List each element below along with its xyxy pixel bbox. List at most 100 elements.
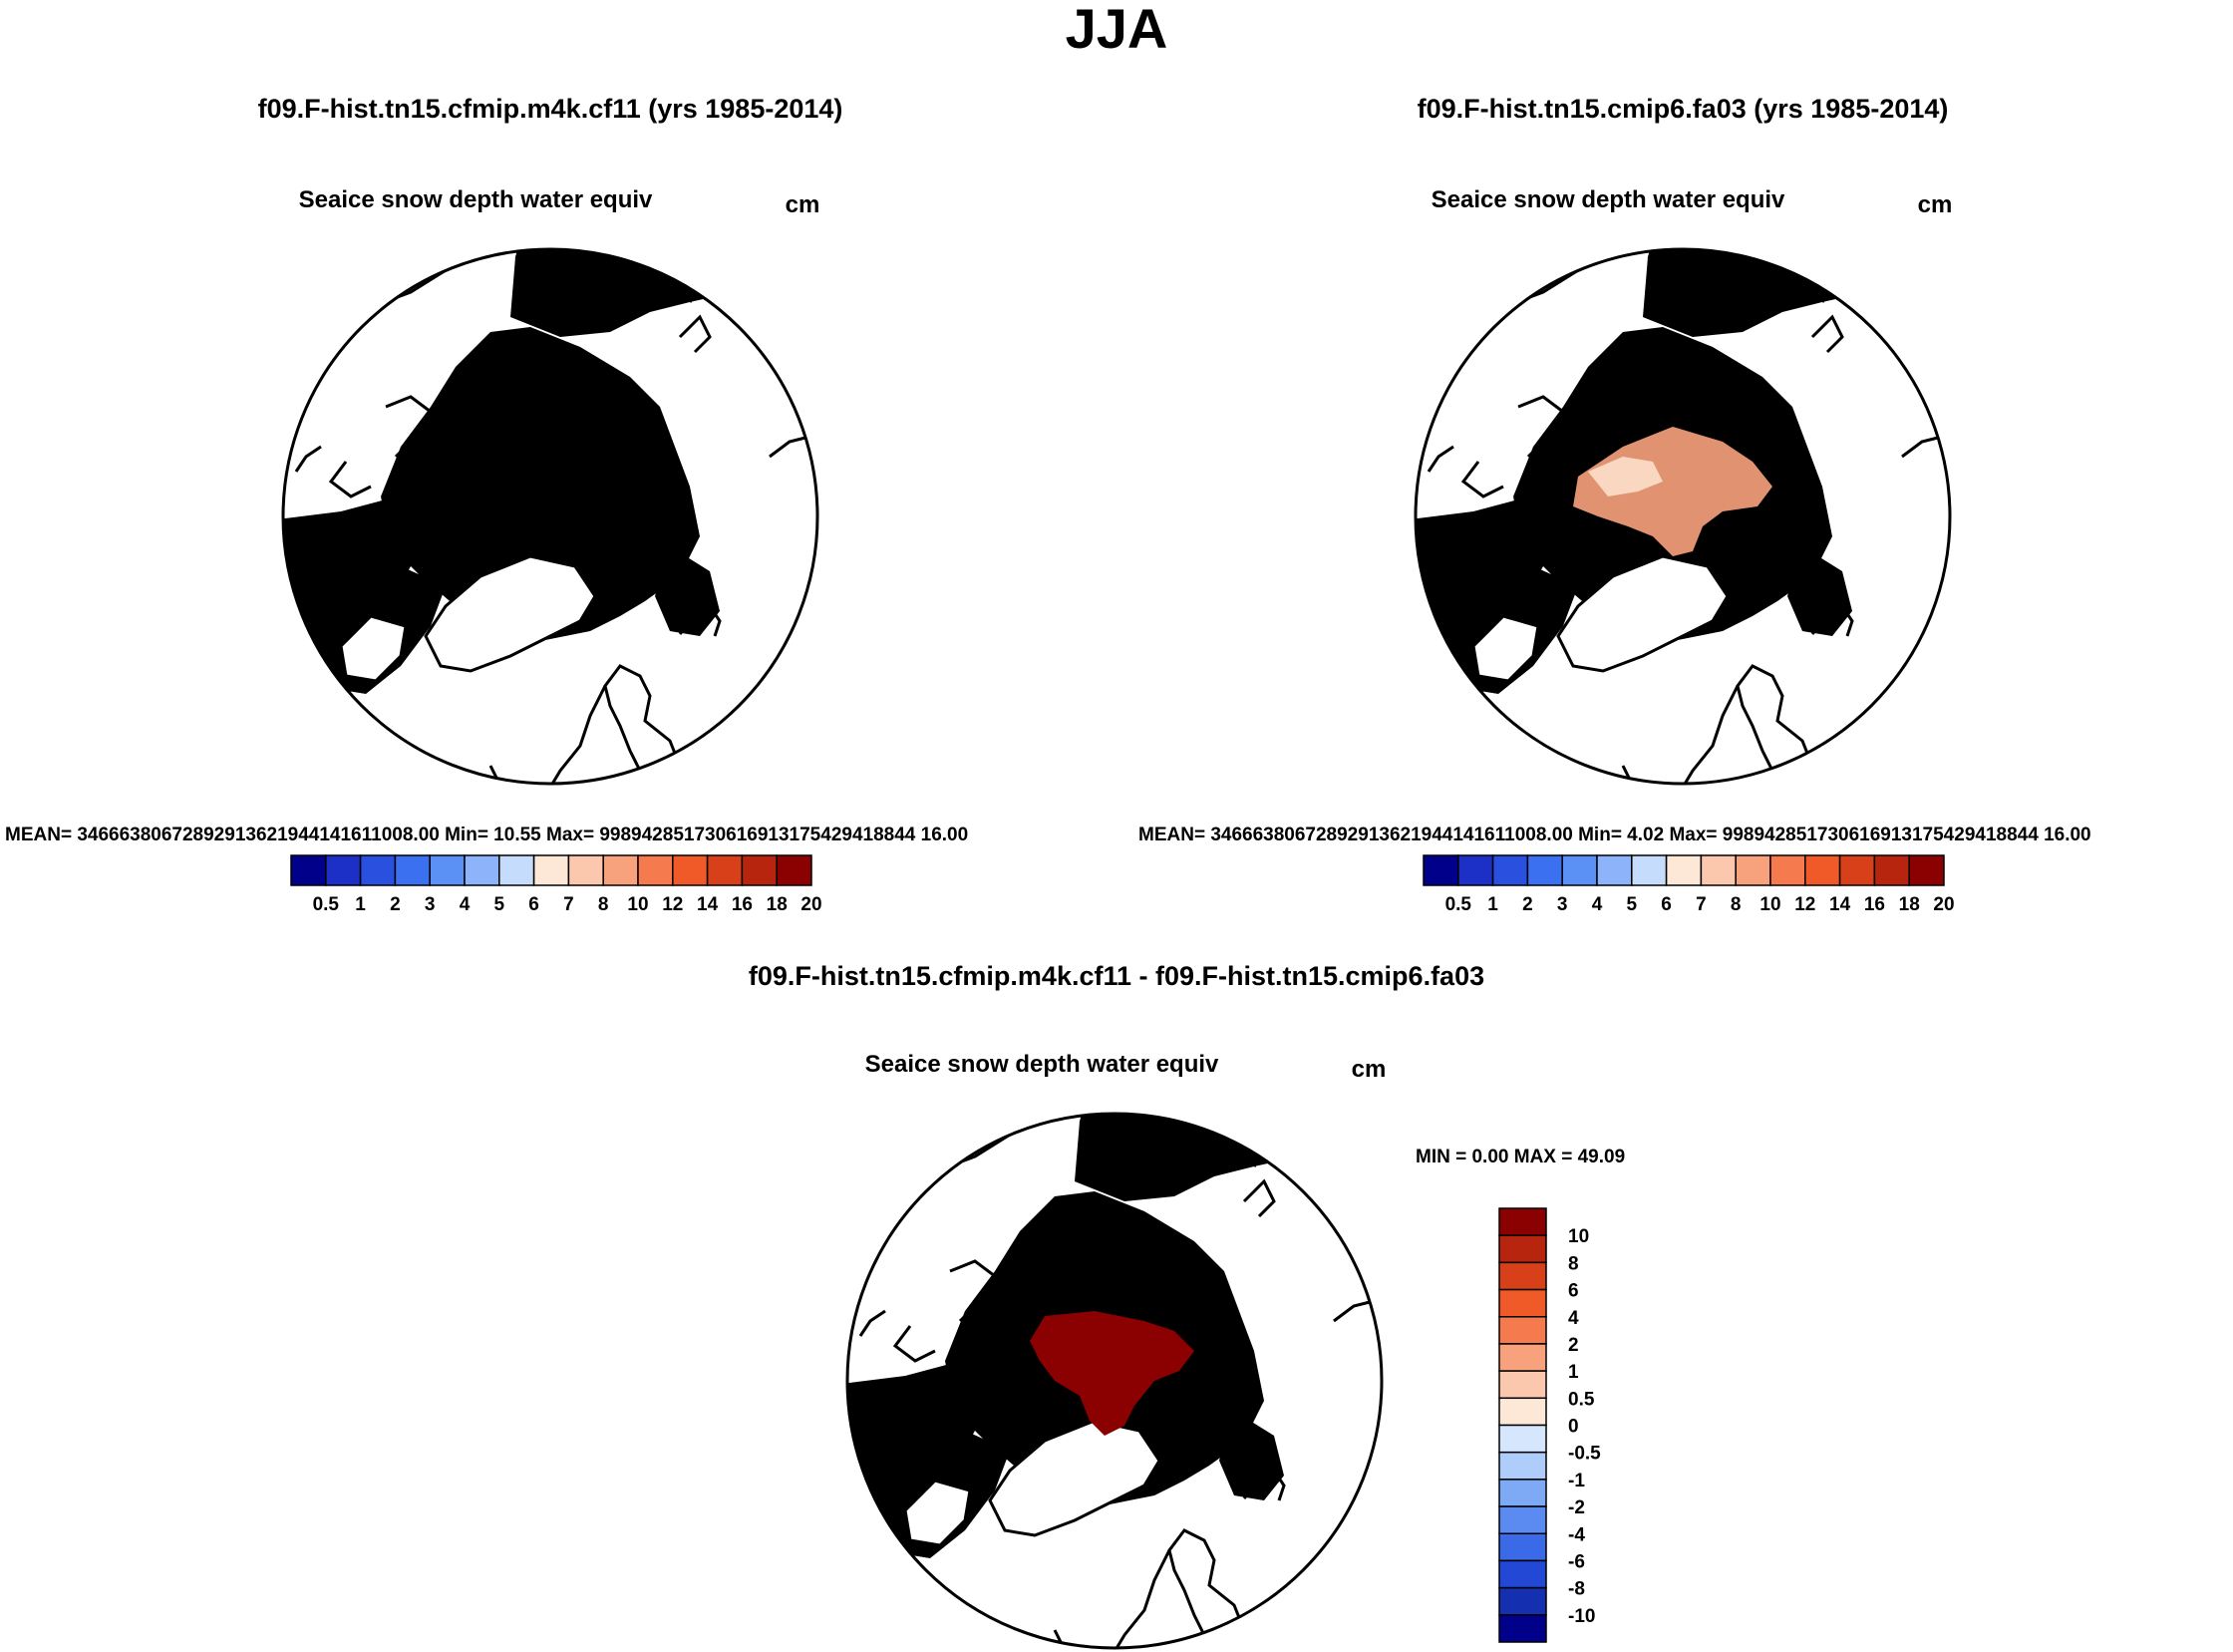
panel-1-colorbar-tick-label: 12 bbox=[662, 894, 683, 915]
diff-colorbar-swatch bbox=[1498, 1343, 1547, 1372]
diff-colorbar-tick-label: 10 bbox=[1568, 1226, 1589, 1247]
panel-2-colorbar-tick-label: 8 bbox=[1731, 894, 1742, 915]
panel-2-colorbar-swatch bbox=[1526, 854, 1563, 886]
panel-1-colorbar-swatch bbox=[637, 854, 674, 886]
panel-2-colorbar-tick-label: 7 bbox=[1696, 894, 1707, 915]
panel-1-colorbar-tick-label: 7 bbox=[563, 894, 574, 915]
panel-1-variable-label: Seaice snow depth water equiv bbox=[299, 186, 653, 213]
panel-1-colorbar-tick-label: 16 bbox=[732, 894, 753, 915]
diff-colorbar-swatch bbox=[1498, 1288, 1547, 1318]
diff-colorbar-swatch bbox=[1498, 1559, 1547, 1589]
panel-1-colorbar-tick-label: 1 bbox=[355, 894, 366, 915]
panel-2-colorbar-tick-label: 6 bbox=[1661, 894, 1672, 915]
panel-2-colorbar-swatch bbox=[1631, 854, 1668, 886]
diff-colorbar-tick-label: 8 bbox=[1568, 1253, 1579, 1274]
diff-colorbar-swatch bbox=[1498, 1586, 1547, 1616]
season-title: JJA bbox=[1066, 0, 1168, 60]
panel-2-colorbar-swatch bbox=[1735, 854, 1771, 886]
diff-polar-map bbox=[847, 1114, 1382, 1648]
panel-2-colorbar-swatch bbox=[1491, 854, 1529, 886]
diff-variable-label: Seaice snow depth water equiv bbox=[865, 1051, 1219, 1078]
panel-1-colorbar-tick-label: 18 bbox=[767, 894, 788, 915]
diff-colorbar-tick-label: 4 bbox=[1568, 1308, 1579, 1329]
panel-1-colorbar-tick-label: 5 bbox=[494, 894, 505, 915]
panel-1-colorbar-tick-label: 6 bbox=[528, 894, 539, 915]
diff-colorbar-swatch bbox=[1498, 1451, 1547, 1481]
panel-1-colorbar: 0.5 1 2 3 4 5 6 7 8 10 12 14 16 18 20 bbox=[290, 854, 822, 915]
diff-colorbar-tick-label: -4 bbox=[1568, 1524, 1585, 1545]
panel-1-colorbar-swatch bbox=[359, 854, 397, 886]
diff-colorbar-swatch bbox=[1498, 1532, 1547, 1562]
diff-colorbar-tick-label: -0.5 bbox=[1568, 1444, 1601, 1465]
panel-1-colorbar-swatch bbox=[706, 854, 744, 886]
diff-colorbar-swatch bbox=[1498, 1234, 1547, 1264]
diff-colorbar-swatch bbox=[1498, 1316, 1547, 1345]
panel-1-colorbar-tick-label: 14 bbox=[697, 894, 719, 915]
diff-colorbar-tick-label: 1 bbox=[1568, 1362, 1579, 1383]
panel-1-colorbar-tick-label: 3 bbox=[425, 894, 436, 915]
diff-colorbar-tick-label: -8 bbox=[1568, 1579, 1585, 1600]
panel-2-colorbar-tick-label: 14 bbox=[1829, 894, 1851, 915]
panel-2-map-border bbox=[1414, 247, 1952, 786]
diff-colorbar-tick-label: -6 bbox=[1568, 1551, 1585, 1572]
panel-1-colorbar-swatch bbox=[567, 854, 604, 886]
diff-colorbar-tick-label: 2 bbox=[1568, 1335, 1579, 1356]
panel-1-colorbar-swatch bbox=[325, 854, 362, 886]
diff-units-label: cm bbox=[1352, 1056, 1387, 1083]
panel-2-colorbar-swatch bbox=[1769, 854, 1806, 886]
panel-2-colorbar-swatch bbox=[1423, 854, 1459, 886]
diff-colorbar-swatch bbox=[1498, 1261, 1547, 1291]
panel-2-colorbar-swatch bbox=[1908, 854, 1945, 886]
panel-2-polar-map bbox=[1416, 249, 1950, 784]
panel-2-colorbar: 0.5 1 2 3 4 5 6 7 8 10 12 14 16 18 20 bbox=[1423, 854, 1955, 915]
panel-1-colorbar-tick-label: 8 bbox=[598, 894, 609, 915]
diff-colorbar-tick-label: -10 bbox=[1568, 1606, 1595, 1627]
difference-panel: f09.F-hist.tn15.cfmip.m4k.cf11 - f09.F-h… bbox=[749, 961, 1625, 1650]
panel-2-colorbar-tick-label: 4 bbox=[1592, 894, 1603, 915]
diff-colorbar-tick-label: 0 bbox=[1568, 1417, 1579, 1438]
panel-2-colorbar-swatch bbox=[1804, 854, 1841, 886]
panel-1-colorbar-swatch bbox=[290, 854, 327, 886]
panel-1-polar-map bbox=[283, 249, 817, 784]
diff-field bbox=[847, 1114, 1376, 1648]
diff-colorbar-tick-label: -2 bbox=[1568, 1497, 1585, 1518]
panel-1-colorbar-tick-label: 2 bbox=[390, 894, 401, 915]
panel-1-colorbar-tick-label: 20 bbox=[800, 894, 821, 915]
panel-2: f09.F-hist.tn15.cmip6.fa03 (yrs 1985-201… bbox=[1138, 94, 2091, 915]
diff-colorbar-swatch bbox=[1498, 1614, 1547, 1643]
panel-2-colorbar-tick-label: 2 bbox=[1522, 894, 1533, 915]
panel-2-colorbar-tick-label: 10 bbox=[1759, 894, 1780, 915]
panel-1-colorbar-swatch bbox=[429, 854, 466, 886]
panel-1-colorbar-swatch bbox=[776, 854, 812, 886]
panel-2-colorbar-swatch bbox=[1700, 854, 1737, 886]
panel-2-units-label: cm bbox=[1918, 191, 1953, 218]
panel-2-variable-label: Seaice snow depth water equiv bbox=[1432, 186, 1785, 213]
diff-colorbar-swatch bbox=[1498, 1370, 1547, 1400]
diff-colorbar-tick-label: 0.5 bbox=[1568, 1389, 1595, 1410]
panel-2-colorbar-swatch bbox=[1561, 854, 1598, 886]
panel-1-colorbar-swatch bbox=[672, 854, 709, 886]
panel-2-colorbar-tick-label: 5 bbox=[1627, 894, 1638, 915]
panel-1-colorbar-tick-label: 4 bbox=[460, 894, 471, 915]
panel-1-colorbar-swatch bbox=[532, 854, 570, 886]
panel-2-colorbar-tick-label: 18 bbox=[1899, 894, 1920, 915]
diff-colorbar-swatch bbox=[1498, 1479, 1547, 1507]
panel-2-stats: MEAN= 34666380672892913621944141611008.0… bbox=[1138, 825, 2091, 845]
panel-1-stats: MEAN= 34666380672892913621944141611008.0… bbox=[5, 825, 968, 845]
panel-1-units-label: cm bbox=[786, 191, 820, 218]
panel-1-map-border bbox=[281, 247, 819, 786]
diff-run-title: f09.F-hist.tn15.cfmip.m4k.cf11 - f09.F-h… bbox=[749, 961, 1484, 991]
diff-map-border bbox=[845, 1112, 1384, 1650]
diff-minmax: MIN = 0.00 MAX = 49.09 bbox=[1416, 1147, 1625, 1167]
panel-1-colorbar-swatch bbox=[498, 854, 535, 886]
panel-2-colorbar-tick-label: 12 bbox=[1794, 894, 1815, 915]
diff-colorbar-swatch bbox=[1498, 1397, 1547, 1427]
panel-2-colorbar-tick-label: 16 bbox=[1864, 894, 1885, 915]
diff-colorbar-tick-label: -1 bbox=[1568, 1471, 1585, 1491]
panel-2-sea-ice-field bbox=[1416, 249, 1944, 784]
diff-positive-core bbox=[1030, 1311, 1194, 1436]
panel-2-colorbar-tick-label: 0.5 bbox=[1445, 894, 1472, 915]
diff-colorbar-swatch bbox=[1498, 1424, 1547, 1454]
panel-2-colorbar-tick-label: 3 bbox=[1557, 894, 1568, 915]
